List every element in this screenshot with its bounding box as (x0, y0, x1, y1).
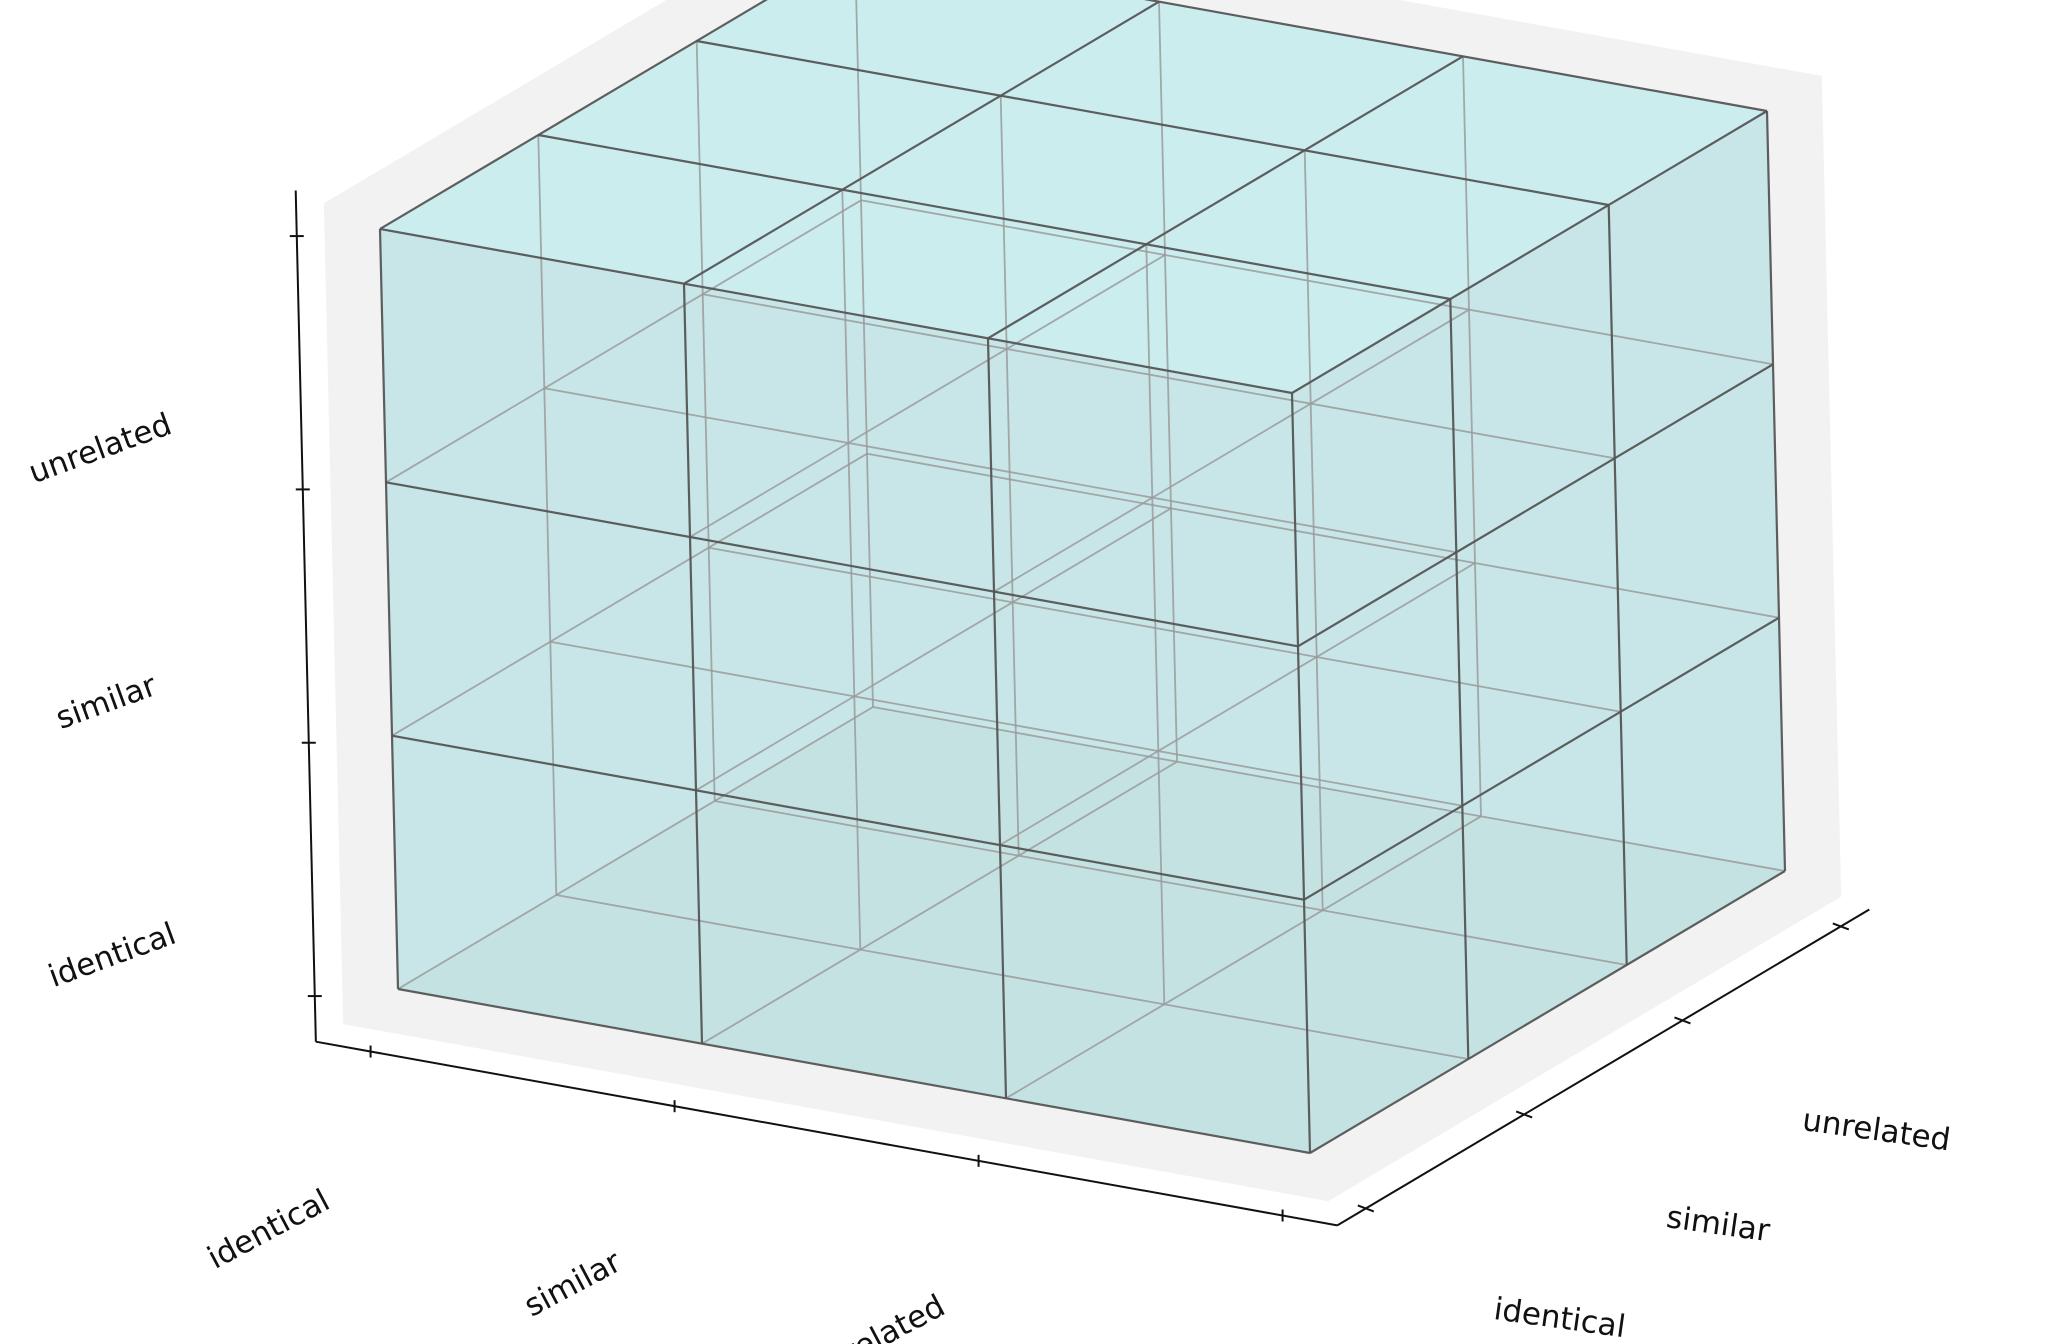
grid-line-front (682, 283, 704, 1044)
grid-line-back (1158, 1, 1178, 762)
grid-line-back (689, 254, 1166, 538)
top-face (380, 0, 1767, 393)
hidden-grid-lines (385, 0, 1786, 1100)
grid-line-back (872, 706, 1786, 872)
method-axis-line (294, 190, 317, 1042)
grid-line-front (1765, 110, 1787, 872)
grid-line-back (866, 452, 1780, 619)
cube-faces (380, 0, 1785, 1153)
data-tick-label: unrelated (802, 1288, 950, 1344)
grid-line-front (1297, 363, 1774, 648)
grid-line-back (999, 95, 1020, 856)
grid-line-back (1462, 56, 1482, 817)
grid-line-back (993, 308, 1470, 593)
grid-line-front (378, 228, 400, 990)
grid-line-front (1290, 392, 1312, 1154)
grid-line-front (1291, 110, 1768, 394)
grid-line-front (385, 481, 1299, 648)
question-axis-tick (1832, 922, 1850, 931)
question-axis-tick (1674, 1016, 1691, 1025)
grid-line-back (391, 452, 868, 737)
method-tick-label: similar (51, 667, 161, 736)
question-axis-tick (1515, 1110, 1533, 1119)
grid-line-back (701, 760, 1178, 1045)
grid-line-back (1145, 244, 1166, 1005)
grid-line-back (385, 199, 862, 484)
method-tick-label: identical (44, 916, 181, 995)
question-axis-tick (1357, 1204, 1375, 1213)
grid-line-back (841, 189, 862, 950)
grid-line-front (379, 0, 768, 230)
grid-line-back (860, 199, 1774, 366)
grid-line-back (544, 387, 1457, 554)
grid-line-back (1303, 150, 1324, 911)
grid-line-front (1449, 298, 1470, 1060)
question-tick-label: identical (1492, 1291, 1628, 1344)
grid-line-front (379, 227, 1293, 395)
grid-line-front (397, 987, 1311, 1155)
question-tick-label: similar (1664, 1199, 1772, 1249)
grid-line-back (537, 134, 558, 896)
front-grid-lines (378, 0, 1787, 1155)
grid-line-front (1309, 870, 1786, 1154)
front-face (380, 229, 1310, 1153)
grid-line-back (714, 800, 1627, 966)
grid-line-front (1303, 616, 1780, 901)
grid-line-back (708, 546, 1621, 713)
axes-layer (289, 190, 1870, 1227)
data-tick-label: identical (202, 1182, 336, 1276)
method-tick-label: unrelated (24, 406, 176, 491)
grid-line-front (987, 55, 1464, 340)
grid-line-back (999, 562, 1476, 846)
grid-line-back (702, 293, 1615, 460)
data-tick-label: similar (518, 1244, 627, 1325)
grid-line-front (538, 133, 1451, 301)
question-tick-label: unrelated (1800, 1102, 1953, 1158)
grid-line-back (855, 0, 874, 708)
question-axis-line (1336, 908, 1870, 1227)
grid-line-back (556, 894, 1469, 1060)
grid-line-back (550, 640, 1463, 807)
right-face (1292, 111, 1785, 1153)
grid-line-front (391, 734, 1305, 901)
grid-line-front (1607, 204, 1628, 966)
grid-line-back (695, 40, 716, 802)
data-axis-line (315, 1040, 1338, 1227)
grid-line-front (986, 338, 1008, 1099)
grid-line-back (1005, 815, 1482, 1100)
grid-line-front (683, 0, 1160, 285)
grid-line-back (695, 507, 1172, 792)
grid-line-front (696, 39, 1609, 207)
grid-line-back (397, 706, 874, 990)
grid-line-front (1143, 0, 1768, 113)
